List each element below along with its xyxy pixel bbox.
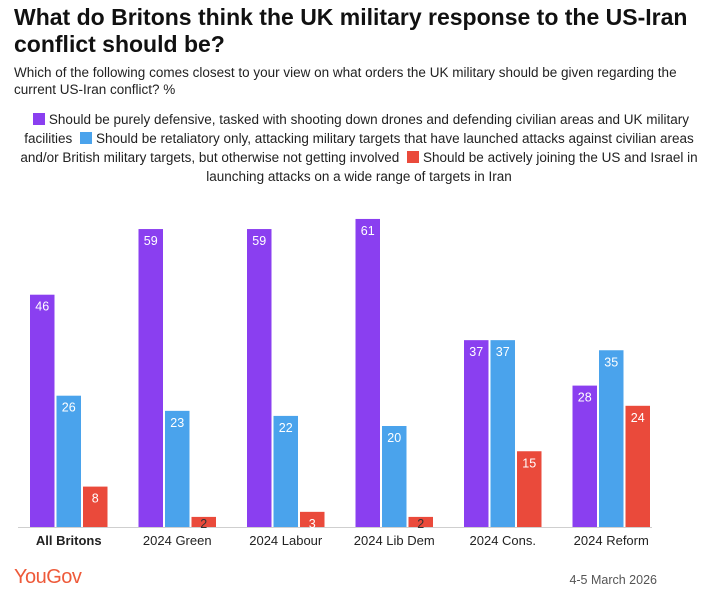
bar-joining-2024-green	[191, 516, 216, 527]
data-label-defensive-2024-green: 59	[144, 234, 158, 248]
bar-retaliatory-2024-cons-	[490, 340, 515, 527]
category-label-2024-green: 2024 Green	[143, 533, 212, 548]
chart-subtitle: Which of the following comes closest to …	[14, 65, 677, 97]
data-label-retaliatory-2024-lib-dem: 20	[387, 431, 401, 445]
bar-defensive-2024-lib-dem	[355, 218, 380, 527]
data-label-retaliatory-2024-cons-: 37	[496, 345, 510, 359]
bar-defensive-2024-labour	[247, 229, 272, 528]
data-label-retaliatory-2024-reform: 35	[604, 355, 618, 369]
bar-retaliatory-2024-green	[165, 410, 190, 527]
legend-label-defensive: Should be purely defensive, tasked with …	[24, 112, 690, 146]
category-label-all-britons: All Britons	[36, 533, 102, 548]
bar-retaliatory-2024-reform	[599, 350, 624, 527]
category-label-2024-labour: 2024 Labour	[249, 533, 323, 548]
data-label-retaliatory-all-britons: 26	[62, 401, 76, 415]
data-label-defensive-2024-reform: 28	[578, 391, 592, 405]
survey-date: 4-5 March 2026	[569, 573, 657, 587]
data-label-joining-2024-green: 2	[200, 517, 207, 531]
category-label-2024-reform: 2024 Reform	[574, 533, 649, 548]
category-label-2024-cons-: 2024 Cons.	[470, 533, 537, 548]
bar-defensive-2024-cons-	[464, 340, 489, 527]
data-label-joining-2024-cons-: 15	[522, 456, 536, 470]
bar-joining-2024-labour	[300, 511, 325, 527]
data-label-defensive-all-britons: 46	[35, 300, 49, 314]
legend-swatch-retaliatory	[79, 132, 92, 144]
legend-label-retaliatory: Should be retaliatory only, attacking mi…	[20, 131, 694, 165]
bar-joining-2024-reform	[625, 405, 650, 527]
bar-defensive-2024-reform	[572, 385, 597, 527]
data-label-defensive-2024-cons-: 37	[469, 345, 483, 359]
legend-label-joining: Should be actively joining the US and Is…	[206, 150, 698, 184]
bar-retaliatory-2024-lib-dem	[382, 426, 407, 527]
legend-swatch-defensive	[32, 113, 45, 125]
data-label-retaliatory-2024-green: 23	[170, 416, 184, 430]
data-label-joining-2024-reform: 24	[631, 411, 645, 425]
data-label-joining-2024-labour: 3	[309, 517, 316, 531]
data-label-defensive-2024-lib-dem: 61	[361, 224, 375, 238]
legend-swatch-joining	[407, 151, 420, 163]
category-label-2024-lib-dem: 2024 Lib Dem	[354, 533, 435, 548]
legend: Should be purely defensive, tasked with …	[14, 110, 704, 186]
bar-retaliatory-2024-labour	[273, 415, 298, 527]
bar-joining-2024-cons-	[517, 451, 542, 527]
bar-defensive-2024-green	[138, 229, 163, 528]
data-label-retaliatory-2024-labour: 22	[279, 421, 293, 435]
data-label-joining-2024-lib-dem: 2	[417, 517, 424, 531]
bar-joining-all-britons	[83, 486, 108, 527]
bar-retaliatory-all-britons	[56, 395, 81, 527]
data-label-joining-all-britons: 8	[92, 492, 99, 506]
yougov-logo: YouGov	[14, 566, 82, 588]
data-label-defensive-2024-labour: 59	[252, 234, 266, 248]
chart-title: What do Britons think the UK military re…	[14, 4, 688, 57]
bar-joining-2024-lib-dem	[408, 516, 433, 527]
bar-defensive-all-britons	[30, 294, 55, 527]
